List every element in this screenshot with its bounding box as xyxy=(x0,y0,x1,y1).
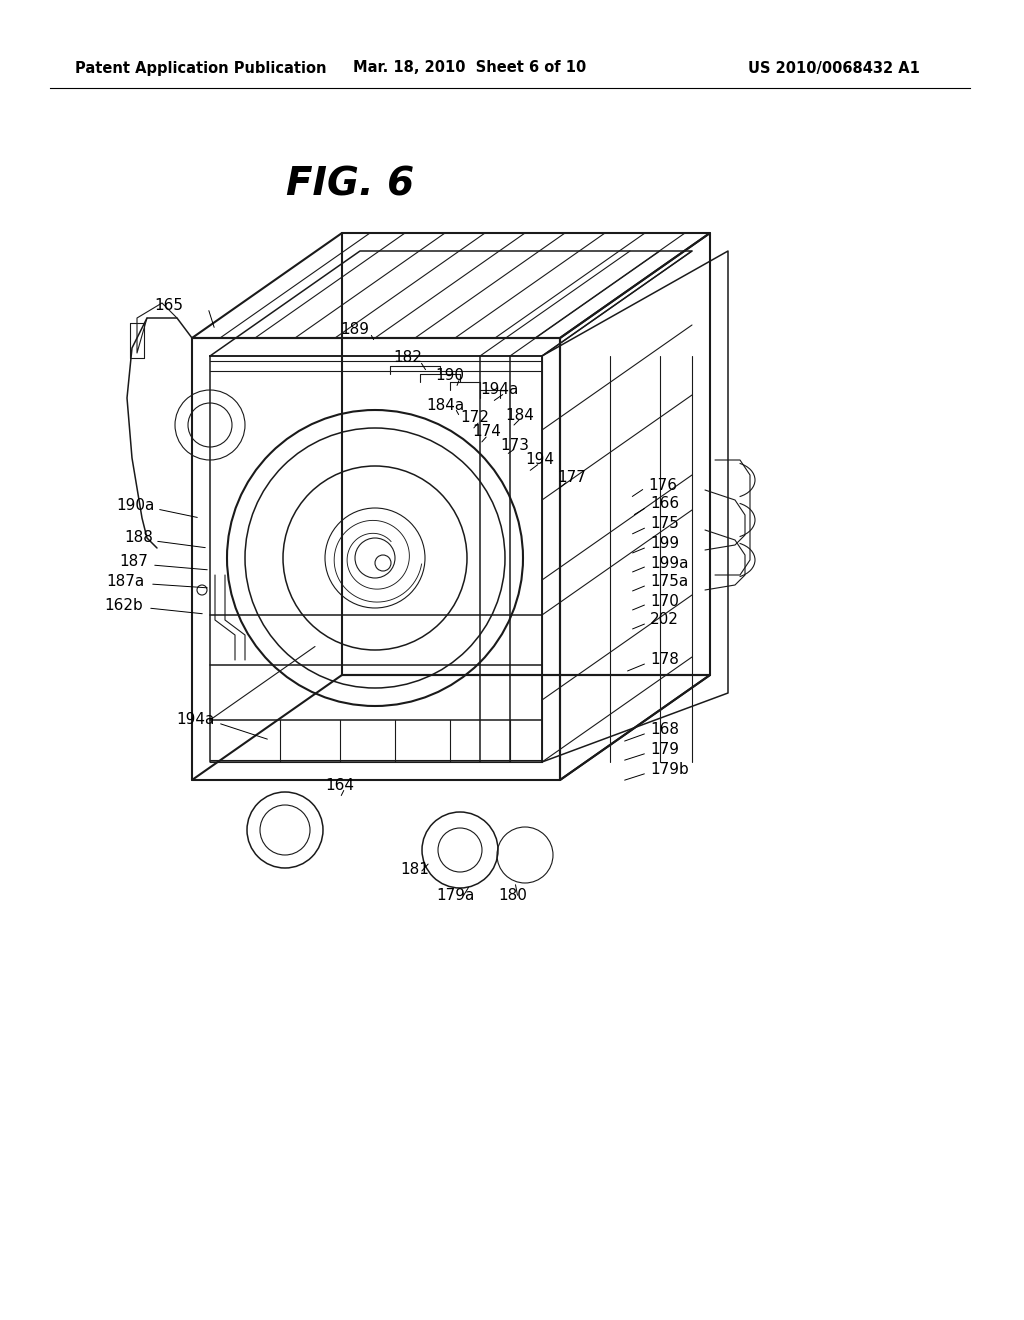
Text: 164: 164 xyxy=(326,777,354,792)
Text: 182: 182 xyxy=(393,351,423,366)
Text: 184a: 184a xyxy=(426,397,464,412)
Text: 176: 176 xyxy=(648,478,677,492)
Text: 199a: 199a xyxy=(650,556,688,570)
Text: 174: 174 xyxy=(472,425,502,440)
Text: 188: 188 xyxy=(124,531,153,545)
Text: 179: 179 xyxy=(650,742,679,758)
Text: 194: 194 xyxy=(525,453,555,467)
Text: 172: 172 xyxy=(461,411,489,425)
Text: 199: 199 xyxy=(650,536,679,552)
Text: 180: 180 xyxy=(499,887,527,903)
Text: 178: 178 xyxy=(650,652,679,668)
Text: Mar. 18, 2010  Sheet 6 of 10: Mar. 18, 2010 Sheet 6 of 10 xyxy=(353,61,587,75)
Text: 179a: 179a xyxy=(436,887,474,903)
Text: 189: 189 xyxy=(341,322,370,338)
Text: 181: 181 xyxy=(400,862,429,878)
Text: 194a: 194a xyxy=(481,383,519,397)
Text: 175: 175 xyxy=(650,516,679,532)
Text: 165: 165 xyxy=(154,297,183,313)
Text: Patent Application Publication: Patent Application Publication xyxy=(75,61,327,75)
Text: 170: 170 xyxy=(650,594,679,609)
Text: US 2010/0068432 A1: US 2010/0068432 A1 xyxy=(749,61,920,75)
Text: 190a: 190a xyxy=(117,499,155,513)
Text: 162b: 162b xyxy=(104,598,143,612)
Text: 166: 166 xyxy=(650,496,679,511)
Text: 184: 184 xyxy=(506,408,535,422)
Text: 187: 187 xyxy=(119,554,148,569)
Text: 168: 168 xyxy=(650,722,679,738)
Text: 173: 173 xyxy=(501,437,529,453)
Text: 190: 190 xyxy=(435,367,465,383)
Text: 187a: 187a xyxy=(106,573,145,589)
Text: 175a: 175a xyxy=(650,574,688,590)
Text: 179b: 179b xyxy=(650,763,689,777)
Text: 194a: 194a xyxy=(176,713,215,727)
Text: FIG. 6: FIG. 6 xyxy=(286,166,414,205)
Text: 202: 202 xyxy=(650,612,679,627)
Text: 177: 177 xyxy=(557,470,587,486)
